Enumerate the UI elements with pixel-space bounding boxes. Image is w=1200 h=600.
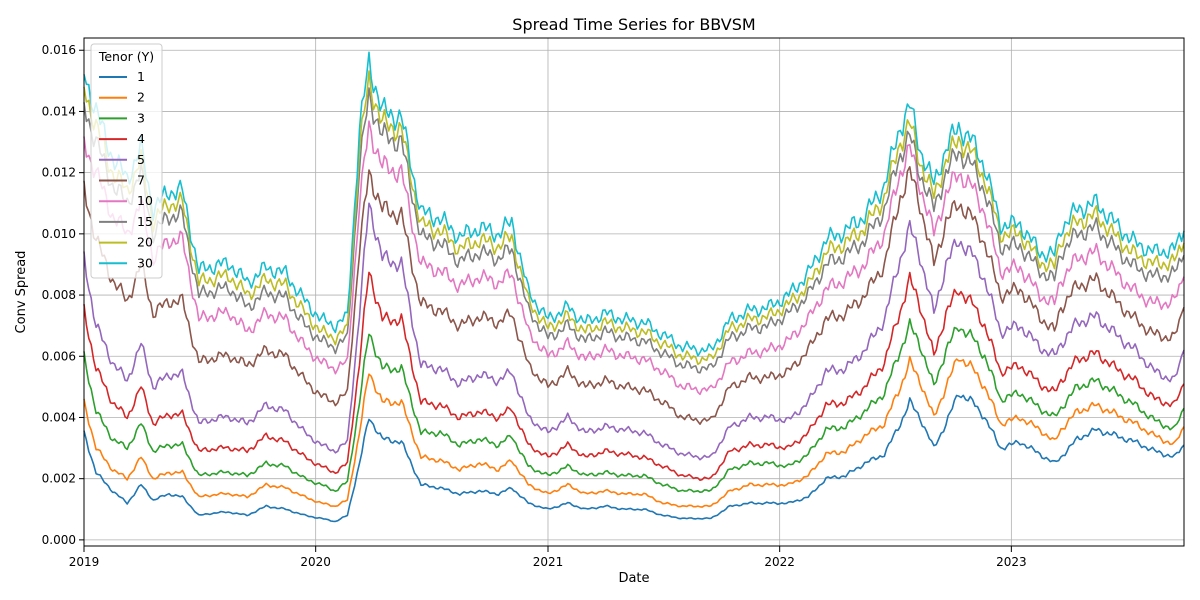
y-tick-label: 0.014	[42, 104, 76, 118]
chart-title: Spread Time Series for BBVSM	[512, 15, 755, 34]
series-line-10	[83, 120, 1185, 396]
x-tick-label: 2019	[69, 555, 100, 569]
legend-label-4: 4	[137, 131, 145, 146]
plot-frame	[83, 37, 1185, 547]
series-layer	[83, 51, 1185, 523]
x-axis-title: Date	[618, 571, 649, 586]
x-tick-label: 2023	[996, 555, 1027, 569]
x-tick-label: 2020	[300, 555, 331, 569]
y-axis: 0.000 0.002 0.004 0.006 0.008 0.010 0.012 0.014…	[42, 43, 84, 547]
x-tick-label: 2021	[533, 555, 564, 569]
y-tick-label: 0.006	[42, 349, 76, 363]
series-line-4	[83, 271, 1185, 482]
y-tick-label: 0.010	[42, 227, 76, 241]
series-line-7	[83, 166, 1185, 426]
y-tick-label: 0.008	[42, 288, 76, 302]
legend-label-30: 30	[137, 255, 153, 270]
y-axis-title: Conv Spread	[14, 251, 29, 334]
series-line-30	[83, 51, 1185, 357]
legend-box	[90, 43, 163, 279]
y-tick-label: 0.000	[42, 533, 76, 547]
x-axis: 2019 2020 2021 2022 2023	[69, 546, 1027, 569]
legend: Tenor (Y) 1 2 3 4 5 7 10 15 20 30	[90, 43, 163, 279]
legend-label-2: 2	[137, 90, 145, 105]
legend-title: Tenor (Y)	[98, 49, 154, 64]
y-tick-label: 0.004	[42, 410, 76, 424]
legend-label-1: 1	[137, 69, 145, 84]
legend-label-5: 5	[137, 152, 145, 167]
y-tick-label: 0.012	[42, 166, 76, 180]
series-line-5	[83, 202, 1185, 461]
y-tick-label: 0.016	[42, 43, 76, 57]
series-line-15	[83, 87, 1185, 374]
y-tick-label: 0.002	[42, 472, 76, 486]
series-line-2	[83, 355, 1185, 508]
x-tick-label: 2022	[764, 555, 795, 569]
legend-label-7: 7	[137, 173, 145, 188]
legend-label-3: 3	[137, 110, 145, 125]
series-line-20	[83, 70, 1185, 366]
legend-label-10: 10	[137, 193, 153, 208]
legend-label-20: 20	[137, 235, 153, 250]
legend-label-15: 15	[137, 214, 153, 229]
series-line-1	[83, 394, 1185, 523]
series-line-3	[83, 318, 1185, 494]
